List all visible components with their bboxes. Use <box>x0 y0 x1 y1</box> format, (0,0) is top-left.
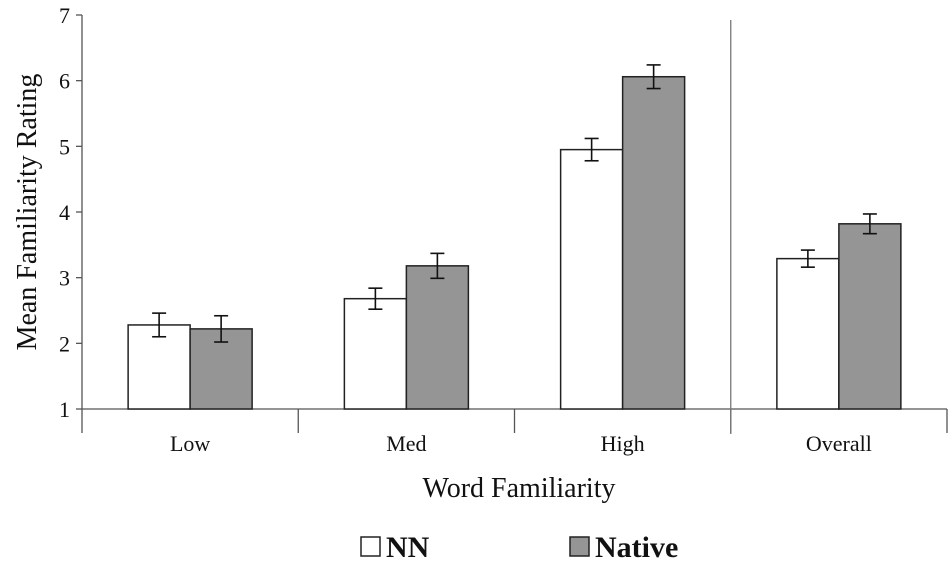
y-tick-label: 1 <box>59 397 70 422</box>
y-tick-label: 4 <box>59 200 70 225</box>
bars <box>127 75 902 410</box>
legend-label-nn: NN <box>386 531 430 564</box>
bar-nn-overall <box>776 257 840 410</box>
y-tick-label: 5 <box>59 134 70 159</box>
y-tick-label: 6 <box>59 69 70 94</box>
y-axis-title: Mean Familiarity Rating <box>12 74 43 351</box>
error-bars <box>152 64 877 343</box>
bar-native-high <box>621 75 686 410</box>
legend: NN Native <box>360 531 678 564</box>
bar-nn-low <box>127 324 191 410</box>
y-tick-label: 2 <box>59 331 70 356</box>
x-category-label: High <box>601 431 645 456</box>
bar-nn-med <box>343 297 408 410</box>
y-axis: 1 2 3 4 5 6 7 <box>59 3 83 422</box>
x-category-label: Low <box>170 431 210 456</box>
bar-native-med <box>405 265 470 410</box>
legend-swatch-native <box>569 536 590 557</box>
x-category-label: Med <box>386 431 426 456</box>
y-tick-label: 3 <box>59 266 70 291</box>
bar-native-overall <box>838 223 902 410</box>
legend-swatch-nn <box>360 536 381 557</box>
x-axis-title: Word Familiarity <box>423 473 616 504</box>
y-tick-label: 7 <box>59 3 70 28</box>
category-labels: Low Med High Overall <box>170 431 872 456</box>
bar-nn-high <box>559 148 624 410</box>
legend-label-native: Native <box>595 531 678 564</box>
x-category-label: Overall <box>806 431 872 456</box>
